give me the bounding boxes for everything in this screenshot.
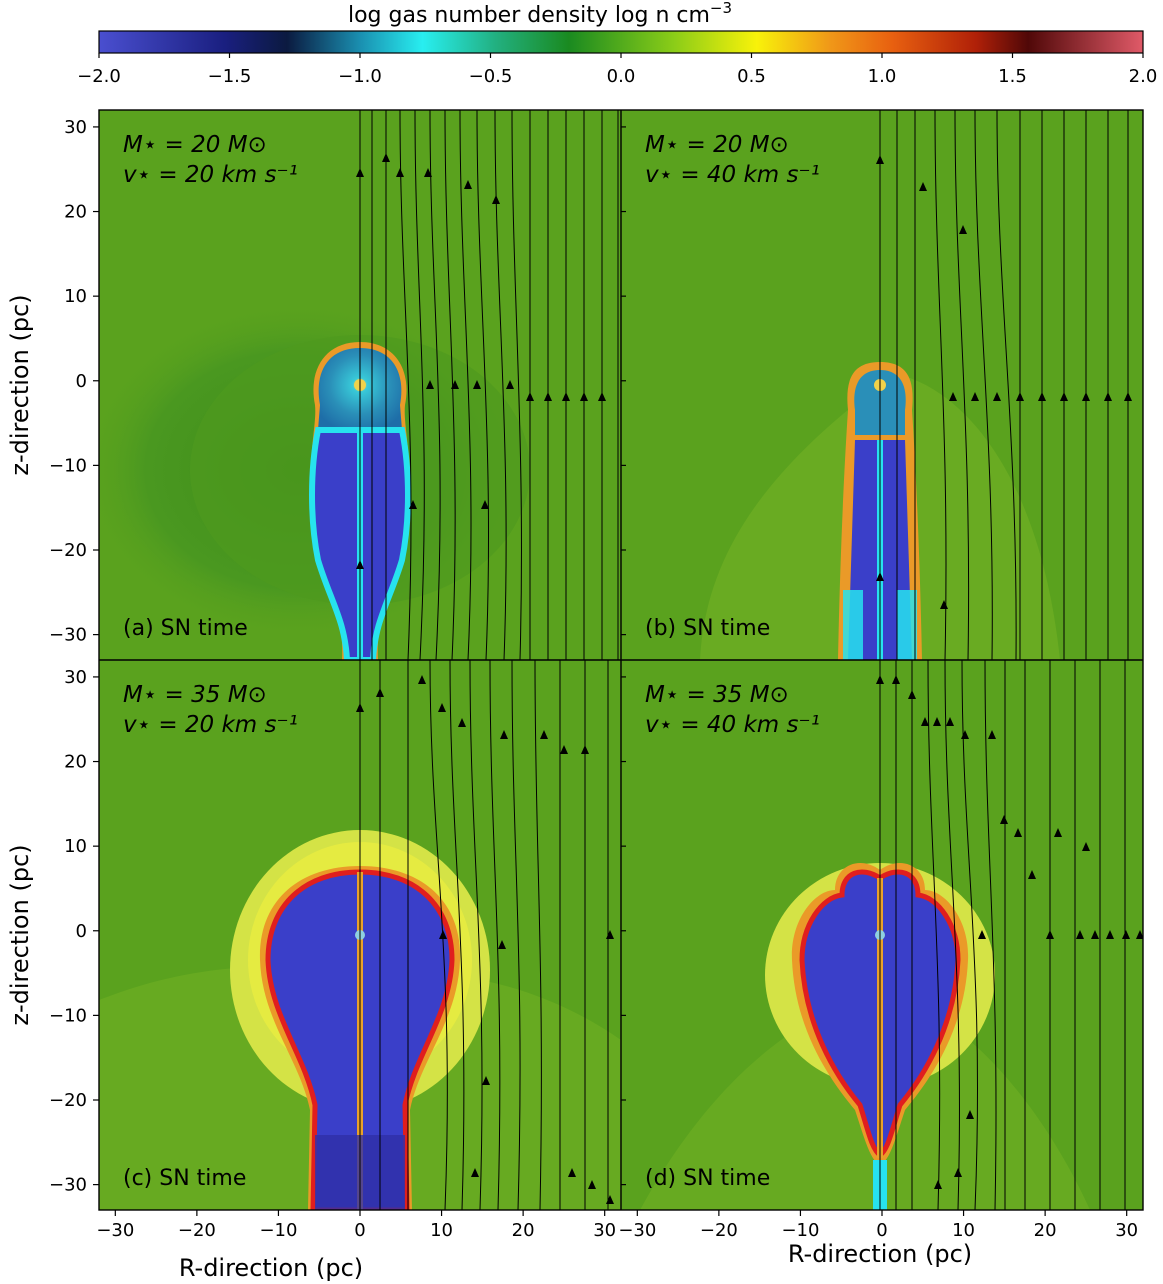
x-tick-label: 10 <box>430 1220 453 1241</box>
panel-c-caption: (c) SN time <box>123 1166 246 1191</box>
panel-b-velocity: v⋆ = 40 km s⁻¹ <box>645 162 820 188</box>
colorbar: log gas number density log n cm−3 −2.0 −1… <box>77 0 1157 87</box>
colorbar-ticks: −2.0 −1.5 −1.0 −0.5 0.0 0.5 1.0 1.5 2.0 <box>77 53 1157 87</box>
y-tick-label: 20 <box>64 202 87 223</box>
streamlines-a <box>359 110 619 660</box>
y-axis-label-bottom: z-direction (pc) <box>6 844 34 1025</box>
y-tick-label: 0 <box>76 921 87 942</box>
streamlines-c <box>359 660 609 1210</box>
colorbar-tick-label: 2.0 <box>1129 66 1158 87</box>
colorbar-tick-label: 0.5 <box>737 66 766 87</box>
x-tick-label: −30 <box>96 1220 134 1241</box>
x-tick-label: 10 <box>952 1220 975 1241</box>
x-tick-label: −10 <box>781 1220 819 1241</box>
arrowheads-c <box>356 675 614 1204</box>
colorbar-tick-label: 1.0 <box>868 66 897 87</box>
arrowheads-b <box>876 155 1132 609</box>
colorbar-label: log gas number density log n cm−3 <box>348 0 732 28</box>
y-tick-label: 30 <box>64 117 87 138</box>
panel-b <box>621 110 1143 660</box>
x-tick-label: 0 <box>876 1220 887 1241</box>
x-tick-label: −20 <box>700 1220 738 1241</box>
x-tick-label: −10 <box>259 1220 297 1241</box>
colorbar-tick-label: −0.5 <box>469 66 513 87</box>
x-tick-label: −30 <box>618 1220 656 1241</box>
panel-d-velocity: v⋆ = 40 km s⁻¹ <box>645 712 820 738</box>
panel-d <box>621 660 1143 1210</box>
y-tick-label: 20 <box>64 752 87 773</box>
panel-c-annotations: M⋆ = 35 M⊙ v⋆ = 20 km s⁻¹ (c) SN time <box>123 682 298 1191</box>
panel-c-mass: M⋆ = 35 M⊙ <box>123 682 267 708</box>
panel-d-caption: (d) SN time <box>645 1166 770 1191</box>
panel-a-annotations: M⋆ = 20 M⊙ v⋆ = 20 km s⁻¹ (a) SN time <box>123 132 298 641</box>
x-tick-label: 30 <box>1115 1220 1138 1241</box>
y-tick-label: −20 <box>49 540 87 561</box>
y-tick-label: −10 <box>49 1005 87 1026</box>
panel-a <box>99 110 621 660</box>
x-tick-label: −20 <box>178 1220 216 1241</box>
x-tick-label: 20 <box>1034 1220 1057 1241</box>
y-tick-label: 0 <box>76 371 87 392</box>
panel-a-caption: (a) SN time <box>123 616 248 641</box>
arrowheads-a <box>356 153 606 569</box>
panel-a-velocity: v⋆ = 20 km s⁻¹ <box>123 162 298 188</box>
y-tick-label: 30 <box>64 667 87 688</box>
colorbar-tick-label: −2.0 <box>77 66 121 87</box>
y-tick-label: −30 <box>49 625 87 646</box>
x-tick-label: 0 <box>354 1220 365 1241</box>
panel-d-annotations: M⋆ = 35 M⊙ v⋆ = 40 km s⁻¹ (d) SN time <box>645 682 820 1191</box>
panel-b-caption: (b) SN time <box>645 616 770 641</box>
x-tick-label: 20 <box>512 1220 535 1241</box>
y-tick-label: −10 <box>49 455 87 476</box>
colorbar-tick-label: 1.5 <box>998 66 1027 87</box>
y-tick-label: 10 <box>64 836 87 857</box>
x-tick-label: 30 <box>593 1220 616 1241</box>
panel-b-mass: M⋆ = 20 M⊙ <box>645 132 789 158</box>
y-tick-label: −20 <box>49 1090 87 1111</box>
panel-c-velocity: v⋆ = 20 km s⁻¹ <box>123 712 298 738</box>
x-axis-label-right: R-direction (pc) <box>788 1240 972 1268</box>
panel-d-mass: M⋆ = 35 M⊙ <box>645 682 789 708</box>
y-tick-label: 10 <box>64 286 87 307</box>
panel-a-mass: M⋆ = 20 M⊙ <box>123 132 267 158</box>
streamlines-b <box>879 110 1129 660</box>
y-tick-label: −30 <box>49 1175 87 1196</box>
panel-c <box>99 660 621 1210</box>
y-axis-label-top: z-direction (pc) <box>6 294 34 475</box>
colorbar-gradient <box>98 30 1144 54</box>
arrowheads-d <box>876 675 1143 1189</box>
x-axis-label-left: R-direction (pc) <box>179 1254 363 1282</box>
colorbar-tick-label: −1.5 <box>208 66 252 87</box>
panel-b-annotations: M⋆ = 20 M⊙ v⋆ = 40 km s⁻¹ (b) SN time <box>645 132 820 641</box>
colorbar-tick-label: 0.0 <box>607 66 636 87</box>
colorbar-tick-label: −1.0 <box>338 66 382 87</box>
